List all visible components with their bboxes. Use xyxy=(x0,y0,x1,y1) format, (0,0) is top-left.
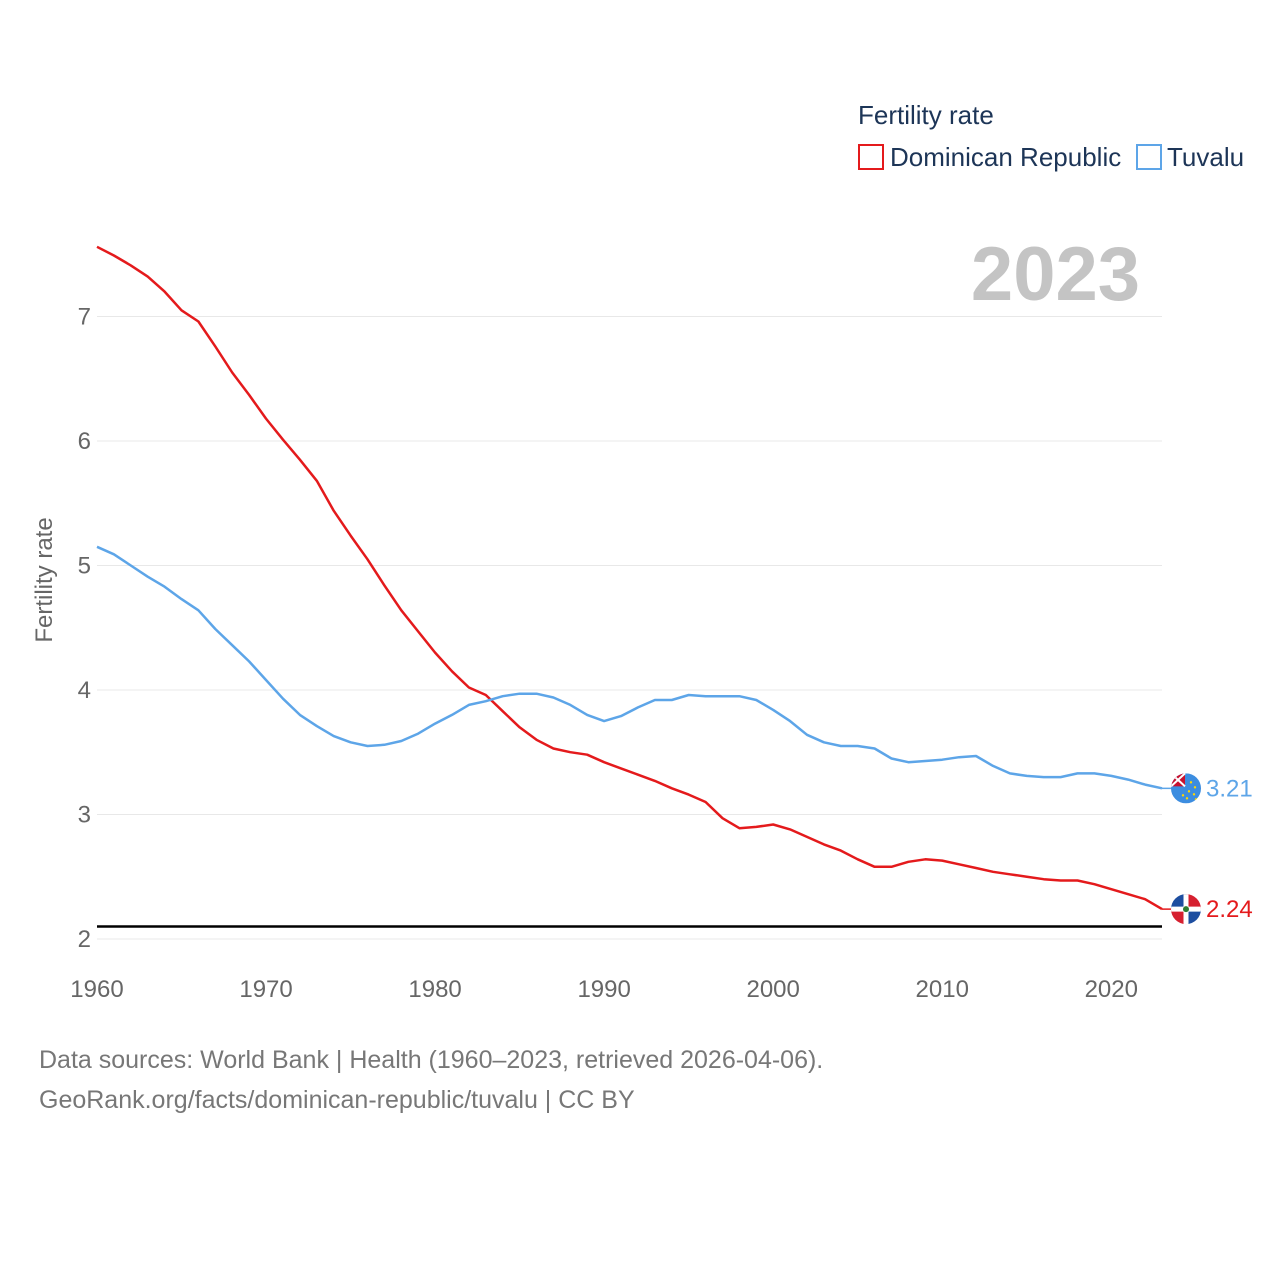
y-tick-label-2: 2 xyxy=(78,926,91,953)
source-line-2[interactable]: GeoRank.org/facts/dominican-republic/tuv… xyxy=(39,1086,635,1114)
gridlines xyxy=(97,315,1162,940)
y-axis-title: Fertility rate xyxy=(31,517,58,642)
x-tick-label-1960: 1960 xyxy=(70,976,123,1003)
series-lines xyxy=(96,245,1163,911)
end-value-label-tuvalu: 3.21 xyxy=(1206,775,1253,802)
y-tick-label-4: 4 xyxy=(78,677,91,704)
y-tick-label-5: 5 xyxy=(78,552,91,579)
y-tick-label-6: 6 xyxy=(78,428,91,455)
x-tick-label-1990: 1990 xyxy=(577,976,630,1003)
x-tick-label-2020: 2020 xyxy=(1085,976,1138,1003)
x-tick-label-1970: 1970 xyxy=(239,976,292,1003)
legend-label-dominican-republic[interactable]: Dominican Republic xyxy=(890,142,1121,172)
legend-swatch-tuvalu[interactable] xyxy=(1136,144,1162,170)
end-value-label-dominican-republic: 2.24 xyxy=(1206,896,1253,923)
series-line-dominican-republic[interactable] xyxy=(96,245,1163,911)
series-endpoints: 2.24 3.21 xyxy=(1162,773,1253,925)
y-tick-label-7: 7 xyxy=(78,303,91,330)
year-watermark: 2023 xyxy=(971,232,1140,317)
y-tick-label-3: 3 xyxy=(78,801,91,828)
x-tick-label-1980: 1980 xyxy=(408,976,461,1003)
source-line-1: Data sources: World Bank | Health (1960–… xyxy=(39,1046,823,1074)
x-axis-ticks: 1960 1970 1980 1990 2000 2010 2020 xyxy=(70,976,1138,1003)
legend-swatch-dominican-republic[interactable] xyxy=(858,144,884,170)
series-line-tuvalu[interactable] xyxy=(96,545,1163,790)
flag-icon-tuvalu xyxy=(1171,773,1201,804)
legend-label-tuvalu[interactable]: Tuvalu xyxy=(1167,142,1244,172)
legend-title: Fertility rate xyxy=(858,100,994,130)
y-axis-ticks: 2 3 4 5 6 7 xyxy=(78,303,91,953)
flag-icon-dominican-republic xyxy=(1171,894,1201,925)
x-tick-label-2010: 2010 xyxy=(916,976,969,1003)
x-tick-label-2000: 2000 xyxy=(746,976,799,1003)
